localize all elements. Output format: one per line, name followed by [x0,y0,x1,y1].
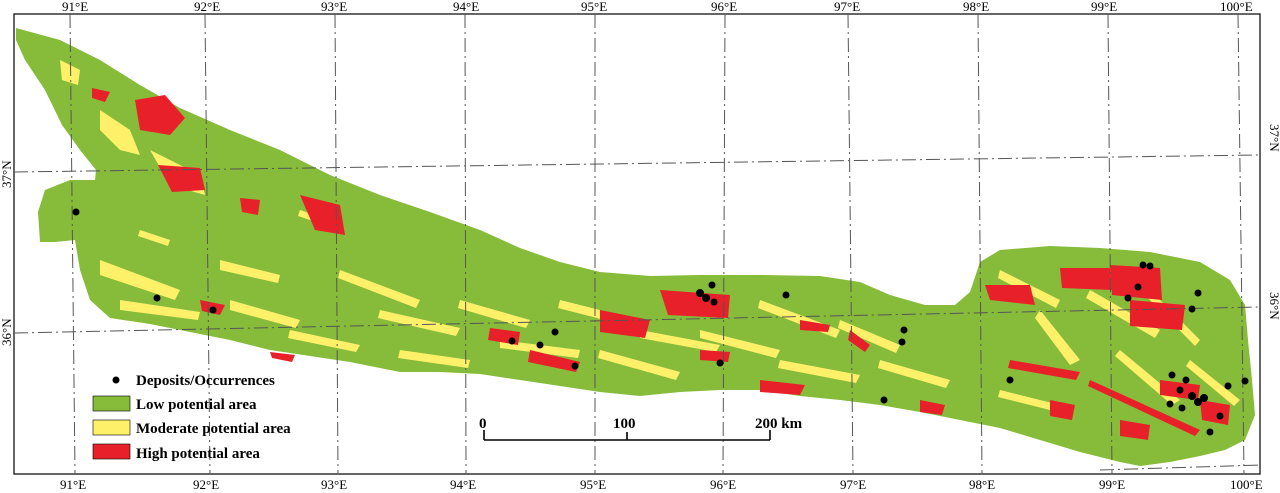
lon-label-top: 93°E [321,0,347,14]
legend-label-high: High potential area [136,446,260,462]
deposit-point [1224,382,1232,390]
lat-label-left: 37°N [0,160,14,188]
deposit-point [702,294,710,302]
meridian-98 [977,13,983,475]
deposit-point [1166,400,1174,408]
deposit-point [1124,294,1132,302]
lon-label-top: 100°E [1220,0,1253,14]
legend-label-low: Low potential area [136,397,257,413]
scale-label-100: 100 [613,416,636,432]
deposit-point [1188,305,1196,313]
meridian-94 [464,13,467,475]
meridian-91 [69,13,76,475]
lon-label-top: 96°E [711,0,737,14]
deposit-point [716,359,724,367]
lat-label-right: 36°N [1267,292,1280,320]
scale-label-200: 200 km [755,416,803,432]
deposit-point [1176,386,1184,394]
legend-high-swatch [92,443,131,460]
deposit-point [153,294,161,302]
deposit-point [1194,398,1202,406]
low-potential-area [16,28,1255,466]
parallel-bottom [1099,464,1261,471]
lon-label-top: 98°E [963,0,989,14]
deposit-point [1134,283,1142,291]
deposit-point [1146,262,1154,270]
deposit-point [536,341,544,349]
lon-labels-bottom: 91°E 92°E 93°E 94°E 95°E 96°E 97°E 98°E … [60,477,1263,492]
lon-label-top: 97°E [834,0,860,14]
deposit-point [1182,376,1190,384]
lon-label-top: 91°E [62,0,88,14]
deposit-point [571,362,579,370]
deposit-point [696,289,704,297]
legend-deposit-symbol [112,376,120,384]
deposit-point [898,338,906,346]
meridian-97 [847,13,854,475]
meridian-99 [1107,13,1113,475]
lon-label-bottom: 100°E [1230,477,1263,492]
deposit-point [508,337,516,345]
meridian-93 [334,13,339,475]
parallel-36 [13,306,1261,334]
legend: Deposits/Occurrences Low potential area … [92,373,291,462]
lon-label-top: 94°E [453,0,479,14]
deposit-point [1178,404,1186,412]
lon-label-bottom: 95°E [580,477,606,492]
lon-label-bottom: 98°E [969,477,995,492]
deposit-point [710,298,718,306]
deposit-point [72,208,80,216]
meridian-92 [204,13,211,475]
high-potential-patches [92,88,1230,440]
lat-label-left: 36°N [0,318,14,346]
lon-label-bottom: 92°E [193,477,219,492]
lon-label-bottom: 96°E [710,477,736,492]
lon-labels-top: 91°E 92°E 93°E 94°E 95°E 96°E 97°E 98°E … [62,0,1253,14]
scale-bar [483,430,771,441]
deposit-point [1216,412,1224,420]
legend-moderate-swatch [92,419,131,436]
deposit-point [1168,371,1176,379]
lon-label-bottom: 97°E [840,477,866,492]
deposit-point [209,306,217,314]
deposit-point [1194,289,1202,297]
lon-label-bottom: 93°E [321,477,347,492]
lon-label-bottom: 94°E [450,477,476,492]
deposit-point [1241,377,1249,385]
deposit-point [708,281,716,289]
deposit-point [1006,376,1014,384]
deposit-point [1188,392,1196,400]
deposit-point [782,291,790,299]
deposit-point [1206,428,1214,436]
meridian-96 [722,13,726,475]
meridian-100 [1237,13,1245,475]
lon-label-top: 95°E [581,0,607,14]
lon-label-bottom: 91°E [60,477,86,492]
legend-label-deposits: Deposits/Occurrences [136,373,275,389]
lon-label-bottom: 99°E [1099,477,1125,492]
deposit-point [1200,394,1208,402]
legend-low-swatch [92,395,131,412]
deposit-point [880,396,888,404]
deposit-point [1139,261,1147,269]
deposit-point [900,326,908,334]
lon-label-top: 99°E [1091,0,1117,14]
scale-label-0: 0 [479,416,487,432]
parallel-37 [13,154,1261,173]
lat-label-right: 37°N [1267,124,1280,152]
lon-label-top: 92°E [194,0,220,14]
graticule [13,13,1261,475]
deposit-point [551,328,559,336]
legend-label-moderate: Moderate potential area [136,421,291,437]
deposit-points [72,208,1249,436]
